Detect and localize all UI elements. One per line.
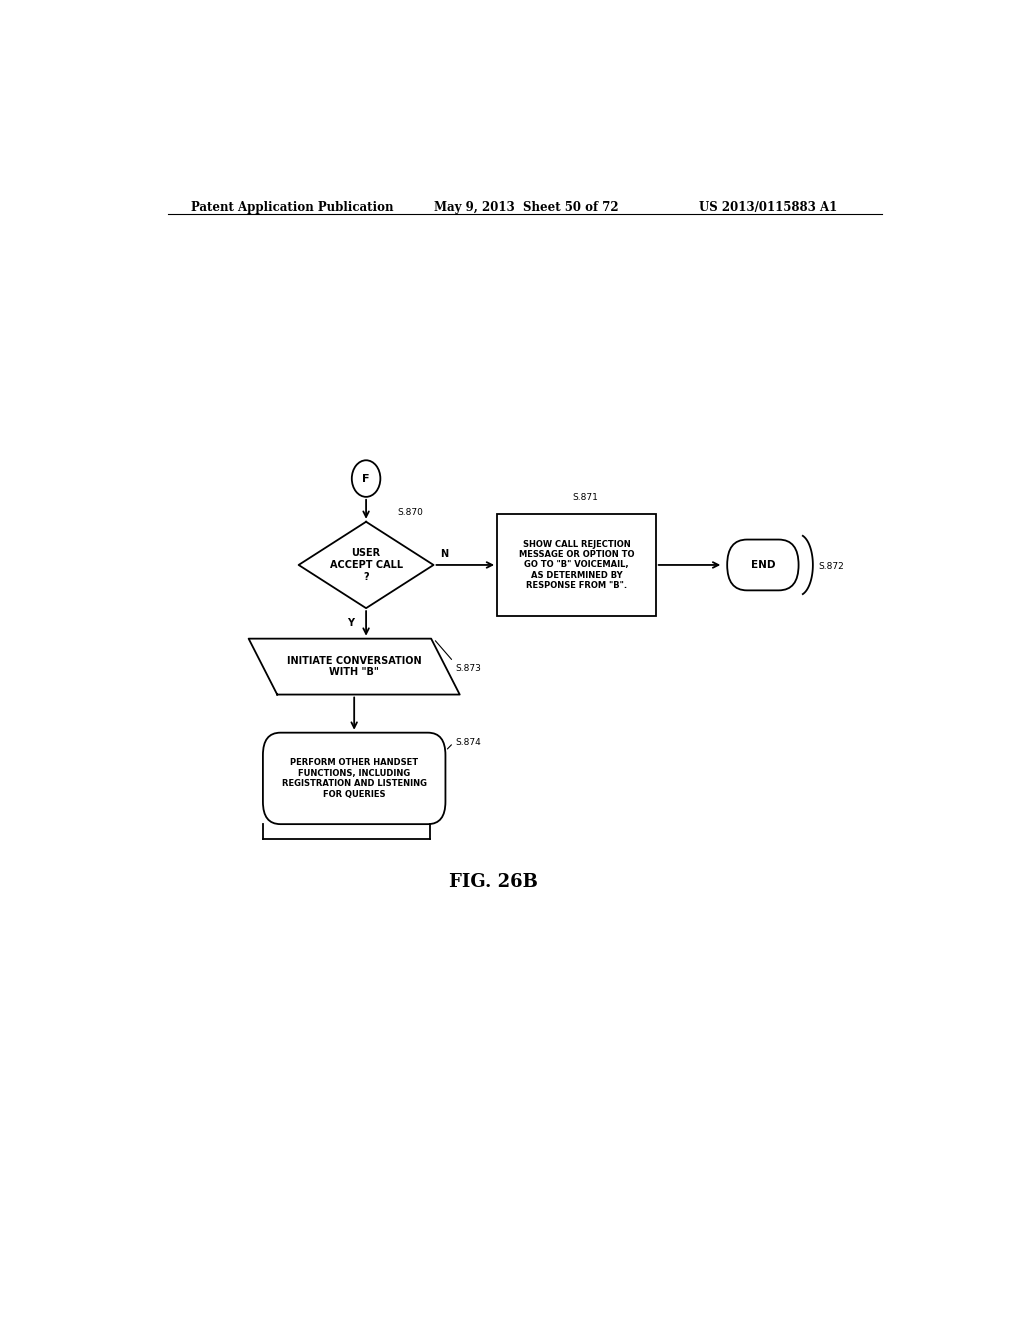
Text: S.873: S.873 (455, 664, 481, 673)
Text: May 9, 2013  Sheet 50 of 72: May 9, 2013 Sheet 50 of 72 (433, 201, 618, 214)
Text: FIG. 26B: FIG. 26B (449, 873, 538, 891)
Text: S.871: S.871 (572, 492, 598, 502)
Text: Patent Application Publication: Patent Application Publication (191, 201, 394, 214)
Text: INITIATE CONVERSATION
WITH "B": INITIATE CONVERSATION WITH "B" (287, 656, 422, 677)
Text: N: N (440, 549, 449, 558)
Polygon shape (249, 639, 460, 694)
Text: US 2013/0115883 A1: US 2013/0115883 A1 (699, 201, 838, 214)
Text: USER
ACCEPT CALL
?: USER ACCEPT CALL ? (330, 548, 402, 582)
Text: PERFORM OTHER HANDSET
FUNCTIONS, INCLUDING
REGISTRATION AND LISTENING
FOR QUERIE: PERFORM OTHER HANDSET FUNCTIONS, INCLUDI… (282, 758, 427, 799)
Text: S.874: S.874 (455, 738, 480, 747)
FancyBboxPatch shape (727, 540, 799, 590)
Text: F: F (362, 474, 370, 483)
FancyBboxPatch shape (263, 733, 445, 824)
Text: SHOW CALL REJECTION
MESSAGE OR OPTION TO
GO TO "B" VOICEMAIL,
AS DETERMINED BY
R: SHOW CALL REJECTION MESSAGE OR OPTION TO… (518, 540, 634, 590)
FancyBboxPatch shape (497, 515, 655, 616)
Polygon shape (299, 521, 433, 609)
Text: Y: Y (347, 618, 353, 628)
Text: S.870: S.870 (397, 508, 424, 517)
Text: S.872: S.872 (818, 562, 844, 572)
Text: END: END (751, 560, 775, 570)
